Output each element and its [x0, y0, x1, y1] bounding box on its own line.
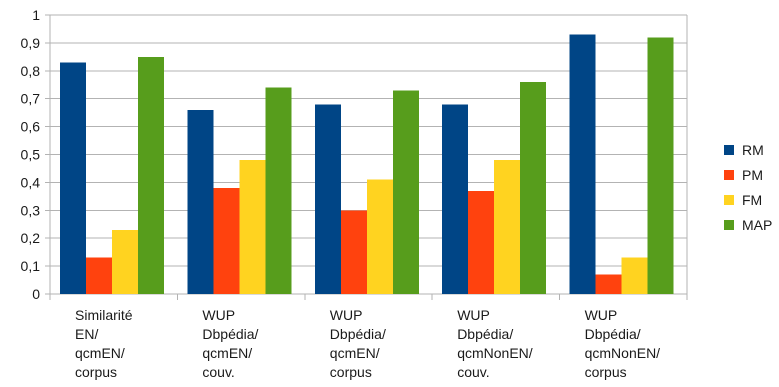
y-tick-label: 0,7 [21, 91, 41, 107]
y-tick-label: 0,6 [21, 119, 41, 135]
bar-map [647, 37, 674, 294]
bar-pm [468, 190, 495, 294]
y-tick-label: 0,4 [21, 174, 41, 190]
bar-fm [112, 229, 138, 294]
axes [49, 15, 688, 300]
legend-swatch-rm [724, 145, 734, 155]
y-tick-label: 0,9 [21, 35, 41, 51]
bar-rm [314, 104, 341, 294]
bar-map [392, 90, 419, 294]
bars [60, 34, 674, 295]
x-category-label: WUP Dbpédia/qcmNonEN/corpus [585, 307, 661, 380]
legend-swatch-map [724, 220, 734, 230]
y-tick-label: 0,2 [21, 230, 41, 246]
bar-rm [60, 62, 86, 295]
bar-fm [494, 160, 521, 294]
bar-rm [187, 109, 214, 294]
x-category-label: Similarité EN/qcmEN/corpus [75, 307, 133, 380]
bar-map [265, 87, 292, 294]
bar-map [520, 81, 547, 295]
legend-label-map: MAP [742, 217, 772, 233]
legend-label-rm: RM [742, 142, 764, 158]
y-tick-label: 0,8 [21, 63, 41, 79]
legend-swatch-fm [724, 195, 734, 205]
x-category-label: WUP Dbpédia/qcmEN/corpus [330, 307, 386, 380]
legend-label-pm: PM [742, 167, 763, 183]
y-tick-label: 0,3 [21, 202, 41, 218]
bar-fm [366, 179, 393, 294]
x-axis-category-labels: Similarité EN/qcmEN/corpus WUP Dbpédia/qcmE… [75, 307, 660, 380]
x-category-label: WUP Dbpédia/qcmEN/couv. [202, 307, 258, 380]
y-tick-label: 0 [32, 286, 40, 302]
bar-pm [213, 187, 240, 294]
legend-swatch-pm [724, 170, 734, 180]
bar-pm [595, 274, 622, 294]
bar-fm [239, 160, 266, 294]
bar-rm [569, 34, 596, 294]
y-axis-ticks: 0 0,1 0,2 0,3 0,4 0,5 0,6 0,7 0,8 0,9 1 [21, 7, 50, 302]
bar-map [138, 56, 164, 294]
bar-pm [86, 257, 112, 294]
bar-fm [621, 257, 648, 294]
legend-label-fm: FM [742, 192, 762, 208]
bar-rm [442, 104, 469, 294]
y-tick-label: 0,5 [21, 147, 41, 163]
x-category-label: WUP Dbpédia/qcmNonEN/couv. [457, 307, 533, 380]
y-tick-label: 1 [32, 7, 40, 23]
y-tick-label: 0,1 [21, 258, 41, 274]
legend: RM PM FM MAP [724, 142, 772, 233]
bar-pm [340, 210, 367, 294]
